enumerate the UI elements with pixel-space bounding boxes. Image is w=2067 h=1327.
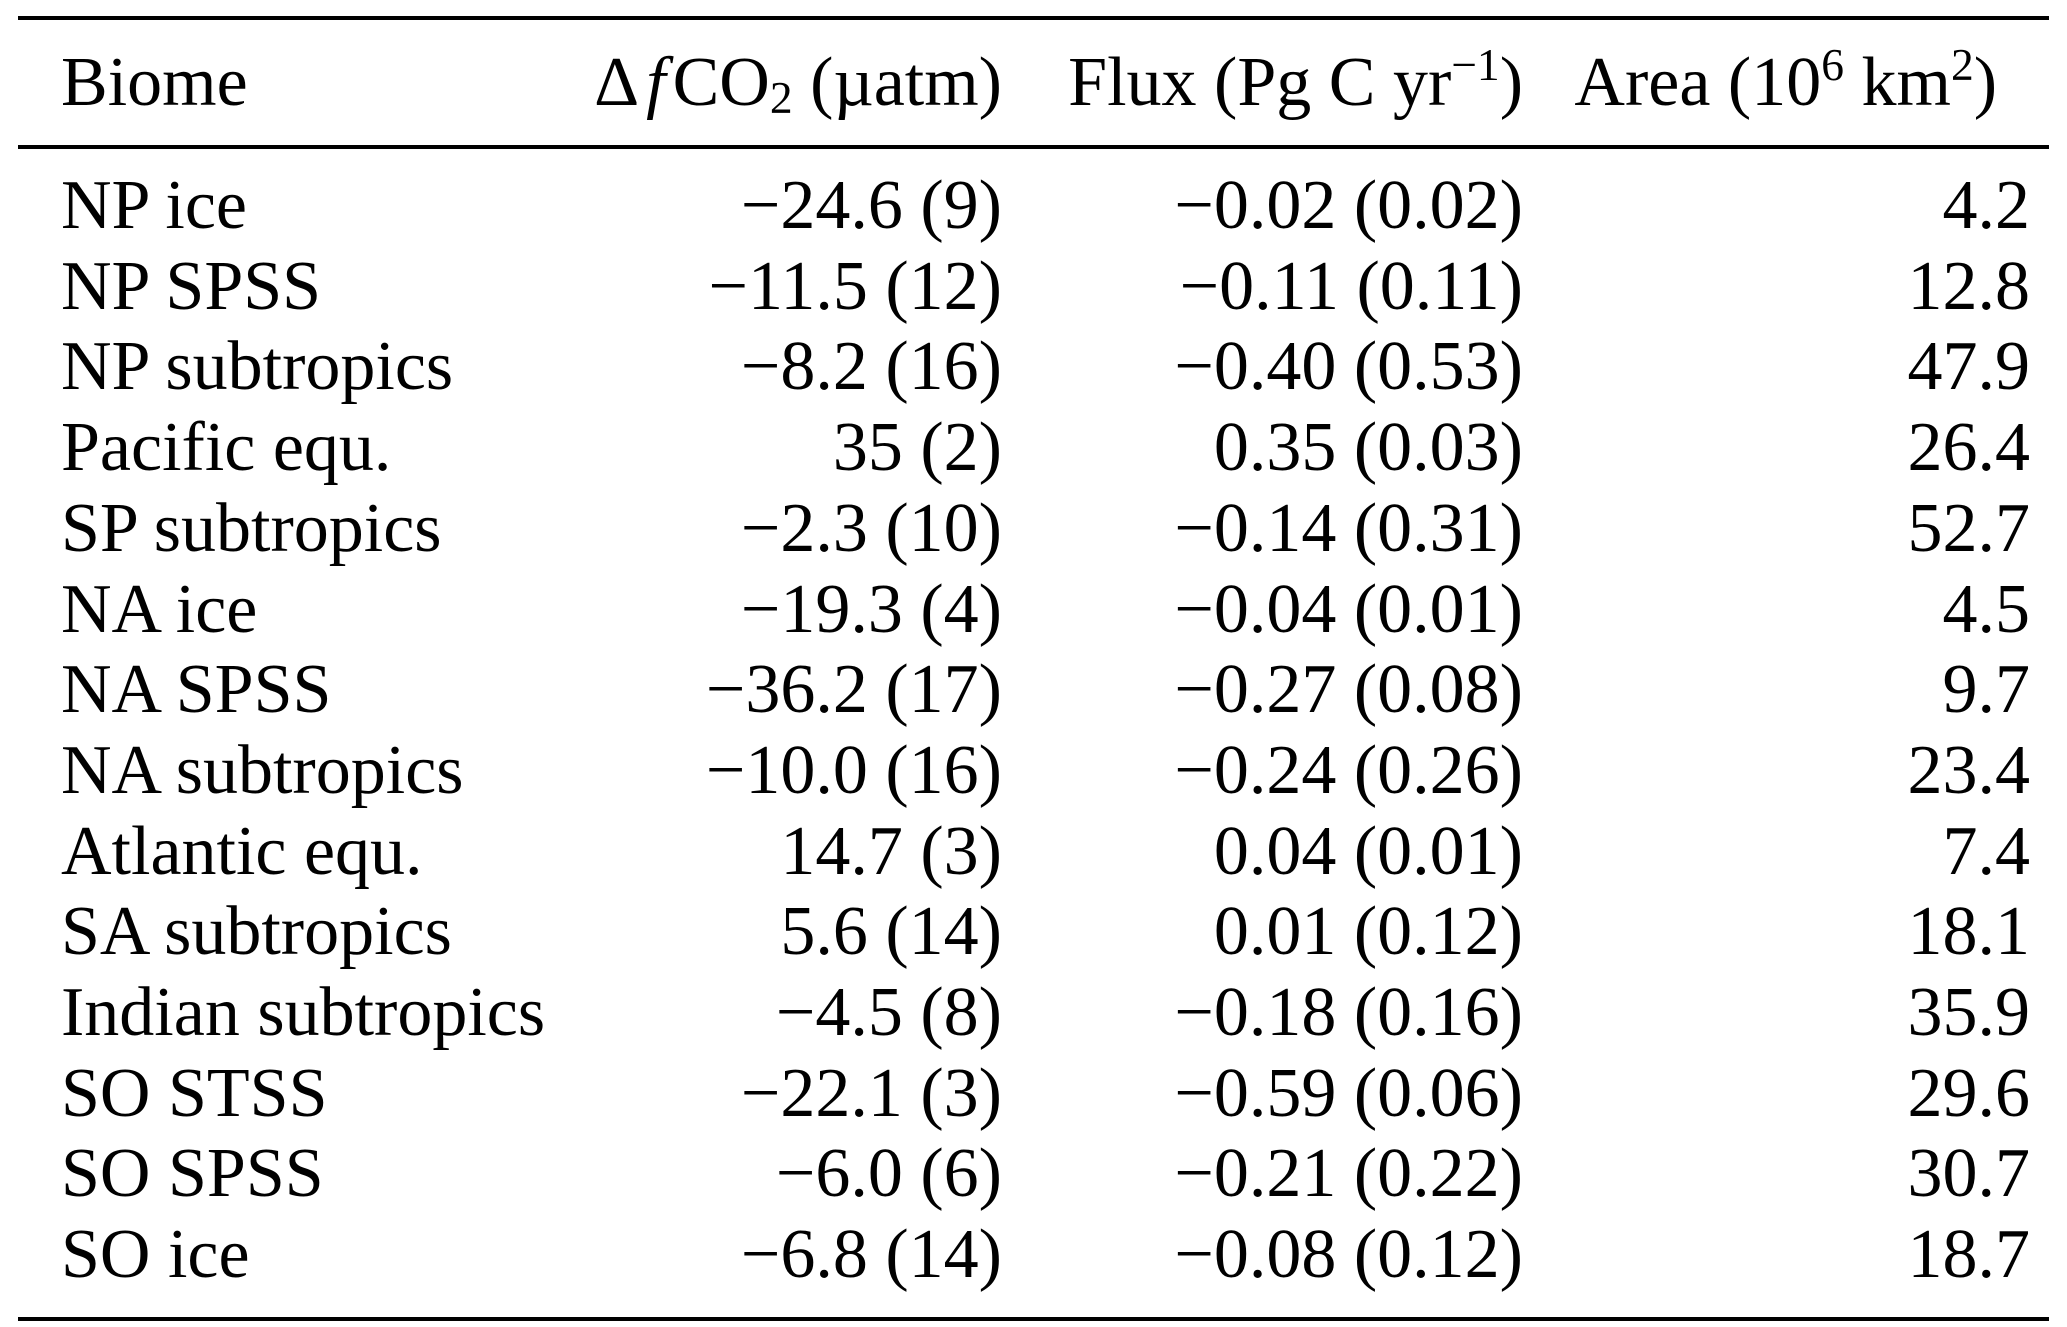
- cell-area: 9.7: [1942, 651, 2031, 729]
- cell-biome: NP ice: [61, 167, 247, 244]
- cell-flux: −0.04 (0.01): [1174, 570, 1523, 648]
- cell-area: 29.6: [1907, 1054, 2031, 1132]
- cell-biome: Indian subtropics: [61, 974, 546, 1052]
- table-row: NP subtropics −8.2 (16) −0.40 (0.53) 47.…: [18, 327, 2049, 408]
- cell-area: 52.7: [1907, 489, 2031, 567]
- table-row: SA subtropics 5.6 (14) 0.01 (0.12) 18.1: [18, 892, 2049, 973]
- table-row: NA ice −19.3 (4) −0.04 (0.01) 4.5: [18, 570, 2049, 651]
- cell-area: 12.8: [1907, 247, 2031, 325]
- cell-flux: 0.35 (0.03): [1213, 409, 1523, 487]
- table-row: SO SPSS −6.0 (6) −0.21 (0.22) 30.7: [18, 1134, 2049, 1215]
- cell-dfco2: −4.5 (8): [775, 974, 1002, 1052]
- cell-dfco2: −11.5 (12): [708, 247, 1002, 325]
- cell-biome: Pacific equ.: [61, 409, 392, 487]
- cell-dfco2: −36.2 (17): [705, 651, 1002, 729]
- cell-dfco2: 14.7 (3): [780, 812, 1002, 890]
- cell-flux: −0.11 (0.11): [1179, 247, 1523, 325]
- col-header-area: Area (106 km2): [1524, 18, 2049, 149]
- cell-flux: 0.04 (0.01): [1213, 812, 1523, 890]
- delta-symbol: Δ: [594, 43, 640, 121]
- area-exponent-6: 6: [1821, 38, 1844, 90]
- cell-area: 26.4: [1907, 409, 2031, 487]
- cell-dfco2: 35 (2): [832, 409, 1002, 487]
- cell-flux: −0.18 (0.16): [1174, 974, 1523, 1052]
- col-header-biome: Biome: [18, 18, 448, 149]
- cell-dfco2: −22.1 (3): [740, 1054, 1002, 1132]
- cell-area: 4.5: [1942, 570, 2031, 648]
- cell-flux: −0.40 (0.53): [1174, 328, 1523, 406]
- cell-biome: NP SPSS: [61, 247, 322, 325]
- cell-dfco2: −6.0 (6): [775, 1135, 1002, 1213]
- biome-header-label: Biome: [61, 43, 248, 121]
- table-row: SO STSS −22.1 (3) −0.59 (0.06) 29.6: [18, 1054, 2049, 1135]
- flux-header-close: ): [1499, 43, 1523, 121]
- cell-biome: SA subtropics: [61, 893, 452, 971]
- cell-dfco2: 5.6 (14): [780, 893, 1002, 971]
- cell-biome: NA ice: [61, 570, 258, 648]
- cell-flux: −0.21 (0.22): [1174, 1135, 1523, 1213]
- table-row: NA subtropics −10.0 (16) −0.24 (0.26) 23…: [18, 731, 2049, 812]
- cell-biome: SO STSS: [61, 1054, 328, 1132]
- cell-area: 30.7: [1907, 1135, 2031, 1213]
- area-header-text: Area (10: [1574, 43, 1822, 121]
- cell-biome: SP subtropics: [61, 489, 442, 567]
- table-row: NP SPSS −11.5 (12) −0.11 (0.11) 12.8: [18, 247, 2049, 328]
- co-text: CO: [672, 43, 770, 121]
- cell-flux: −0.59 (0.06): [1174, 1054, 1523, 1132]
- cell-dfco2: −19.3 (4): [740, 570, 1002, 648]
- cell-biome: Atlantic equ.: [61, 812, 423, 890]
- area-header-close: ): [1973, 43, 1997, 121]
- f-italic-symbol: f: [646, 43, 666, 121]
- co2-subscript: 2: [769, 71, 793, 123]
- cell-biome: NA subtropics: [61, 731, 464, 809]
- cell-dfco2: −10.0 (16): [705, 731, 1002, 809]
- cell-area: 23.4: [1907, 731, 2031, 809]
- flux-exponent: −1: [1451, 38, 1500, 90]
- cell-area: 18.1: [1907, 893, 2031, 971]
- table-body: NP ice −24.6 (9) −0.02 (0.02) 4.2 NP SPS…: [18, 147, 2049, 1319]
- cell-biome: NP subtropics: [61, 328, 454, 406]
- cell-flux: −0.02 (0.02): [1174, 167, 1523, 244]
- cell-flux: −0.27 (0.08): [1174, 651, 1523, 729]
- table-row: NA SPSS −36.2 (17) −0.27 (0.08) 9.7: [18, 650, 2049, 731]
- dfco2-unit: (µatm): [792, 43, 1002, 121]
- table-row: SO ice −6.8 (14) −0.08 (0.12) 18.7: [18, 1215, 2049, 1319]
- cell-flux: 0.01 (0.12): [1213, 893, 1523, 971]
- area-km-text: km: [1843, 43, 1951, 121]
- cell-biome: NA SPSS: [61, 651, 332, 729]
- cell-dfco2: −6.8 (14): [740, 1216, 1002, 1294]
- table-row: NP ice −24.6 (9) −0.02 (0.02) 4.2: [18, 147, 2049, 247]
- cell-dfco2: −8.2 (16): [740, 328, 1002, 406]
- cell-area: 18.7: [1907, 1216, 2031, 1294]
- cell-biome: SO SPSS: [61, 1135, 324, 1213]
- cell-area: 47.9: [1907, 328, 2031, 406]
- cell-flux: −0.24 (0.26): [1174, 731, 1523, 809]
- table-row: Pacific equ. 35 (2) 0.35 (0.03) 26.4: [18, 408, 2049, 489]
- cell-area: 35.9: [1907, 974, 2031, 1052]
- cell-area: 7.4: [1942, 812, 2031, 890]
- table-row: Indian subtropics −4.5 (8) −0.18 (0.16) …: [18, 973, 2049, 1054]
- table-row: Atlantic equ. 14.7 (3) 0.04 (0.01) 7.4: [18, 812, 2049, 893]
- area-exponent-2: 2: [1950, 38, 1974, 90]
- cell-dfco2: −2.3 (10): [740, 489, 1002, 567]
- cell-area: 4.2: [1942, 167, 2031, 244]
- col-header-flux: Flux (Pg C yr−1): [1003, 18, 1524, 149]
- table-row: SP subtropics −2.3 (10) −0.14 (0.31) 52.…: [18, 489, 2049, 570]
- cell-biome: SO ice: [61, 1216, 250, 1294]
- cell-dfco2: −24.6 (9): [740, 167, 1002, 244]
- cell-flux: −0.08 (0.12): [1174, 1216, 1523, 1294]
- flux-header-text: Flux (Pg C yr: [1068, 43, 1452, 121]
- cell-flux: −0.14 (0.31): [1174, 489, 1523, 567]
